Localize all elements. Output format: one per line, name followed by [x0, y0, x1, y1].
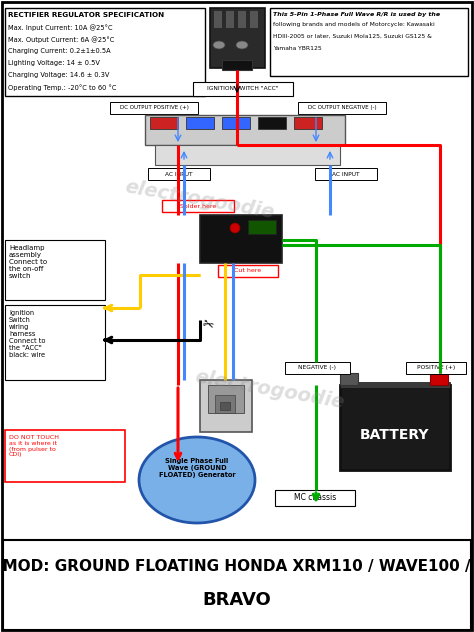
Text: NEGATIVE (-): NEGATIVE (-) — [298, 365, 336, 370]
Text: Charging Current: 0.2±1±0.5A: Charging Current: 0.2±1±0.5A — [8, 48, 110, 54]
Text: STATOR MOD: GROUND FLOATING HONDA XRM110 / WAVE100 / ALPHA /: STATOR MOD: GROUND FLOATING HONDA XRM110… — [0, 559, 474, 573]
Text: MC chassis: MC chassis — [294, 494, 336, 502]
Bar — [220, 402, 230, 410]
Bar — [5, 240, 105, 300]
Bar — [208, 385, 244, 413]
Text: DO NOT TOUCH
as it is where it
(from pulser to
CDI): DO NOT TOUCH as it is where it (from pul… — [9, 435, 59, 458]
Ellipse shape — [236, 41, 248, 49]
Bar — [222, 60, 252, 70]
Bar — [294, 117, 322, 129]
Bar — [110, 102, 198, 114]
Bar — [249, 10, 258, 28]
Ellipse shape — [213, 41, 225, 49]
Bar — [213, 10, 222, 28]
Bar — [215, 395, 235, 413]
Bar — [430, 373, 448, 385]
Text: Cut here: Cut here — [235, 269, 262, 274]
Text: electrogoodie: electrogoodie — [194, 367, 346, 413]
Text: Lighting Voltage: 14 ± 0.5V: Lighting Voltage: 14 ± 0.5V — [8, 60, 100, 66]
Text: RECTIFIER REGULATOR SPECIFICATION: RECTIFIER REGULATOR SPECIFICATION — [8, 12, 164, 18]
Bar — [5, 8, 205, 96]
Bar — [148, 168, 210, 180]
Text: ✂: ✂ — [200, 317, 216, 334]
Bar — [3, 540, 471, 630]
Text: Ignition
Switch
wiring
harness
Connect to
the "ACC"
black: wire: Ignition Switch wiring harness Connect t… — [9, 310, 46, 358]
Bar — [162, 200, 234, 212]
Text: Max. Output Current: 6A @25°C: Max. Output Current: 6A @25°C — [8, 36, 114, 43]
Bar — [298, 102, 386, 114]
Bar — [5, 430, 125, 482]
Bar — [150, 117, 178, 129]
Circle shape — [230, 223, 240, 233]
Bar — [340, 385, 450, 470]
Bar — [275, 490, 355, 506]
Text: Single Phase Full
Wave (GROUND
FLOATED) Generator: Single Phase Full Wave (GROUND FLOATED) … — [159, 458, 235, 478]
Bar — [340, 382, 450, 388]
Text: DC OUTPUT NEGATIVE (-): DC OUTPUT NEGATIVE (-) — [308, 106, 376, 111]
Bar — [145, 115, 345, 145]
Bar — [200, 215, 282, 263]
Bar — [258, 117, 286, 129]
Text: IGNITION SWITCH "ACC": IGNITION SWITCH "ACC" — [207, 87, 279, 92]
Bar — [193, 82, 293, 96]
Bar — [340, 373, 358, 385]
Text: following brands and models of Motorcycle: Kawasaki: following brands and models of Motorcycl… — [273, 22, 435, 27]
Bar — [406, 362, 466, 374]
Text: AC INPUT: AC INPUT — [332, 171, 360, 176]
Bar — [225, 10, 234, 28]
Bar — [270, 8, 468, 76]
Text: POSITIVE (+): POSITIVE (+) — [417, 365, 455, 370]
Text: Operating Temp.: -20°C to 60 °C: Operating Temp.: -20°C to 60 °C — [8, 84, 117, 91]
Text: Headlamp
assembly
Connect to
the on-off
switch: Headlamp assembly Connect to the on-off … — [9, 245, 47, 279]
Text: Charging Voltage: 14.6 ± 0.3V: Charging Voltage: 14.6 ± 0.3V — [8, 72, 109, 78]
Bar — [210, 8, 265, 68]
Text: electrogoodie: electrogoodie — [124, 178, 276, 222]
Text: AC INPUT: AC INPUT — [165, 171, 193, 176]
Bar — [186, 117, 214, 129]
Bar — [222, 117, 250, 129]
Bar — [155, 145, 340, 165]
Text: HDIII-2005 or later, Suzuki Mola125, Suzuki GS125 &: HDIII-2005 or later, Suzuki Mola125, Suz… — [273, 34, 432, 39]
Text: BATTERY: BATTERY — [360, 428, 430, 442]
Bar — [200, 380, 252, 432]
Bar — [285, 362, 350, 374]
Bar — [237, 10, 246, 28]
Ellipse shape — [139, 437, 255, 523]
Text: Yamaha YBR125: Yamaha YBR125 — [273, 46, 322, 51]
Bar — [218, 265, 278, 277]
Text: DC OUTPUT POSITIVE (+): DC OUTPUT POSITIVE (+) — [119, 106, 189, 111]
Text: Max. Input Current: 10A @25°C: Max. Input Current: 10A @25°C — [8, 24, 113, 31]
Bar — [248, 220, 276, 234]
Bar — [5, 305, 105, 380]
Text: This 5-Pin 1-Phase Full Wave R/R is used by the: This 5-Pin 1-Phase Full Wave R/R is used… — [273, 12, 440, 17]
Text: BRAVO: BRAVO — [202, 591, 272, 609]
Bar — [315, 168, 377, 180]
Text: Solder here: Solder here — [180, 204, 216, 209]
